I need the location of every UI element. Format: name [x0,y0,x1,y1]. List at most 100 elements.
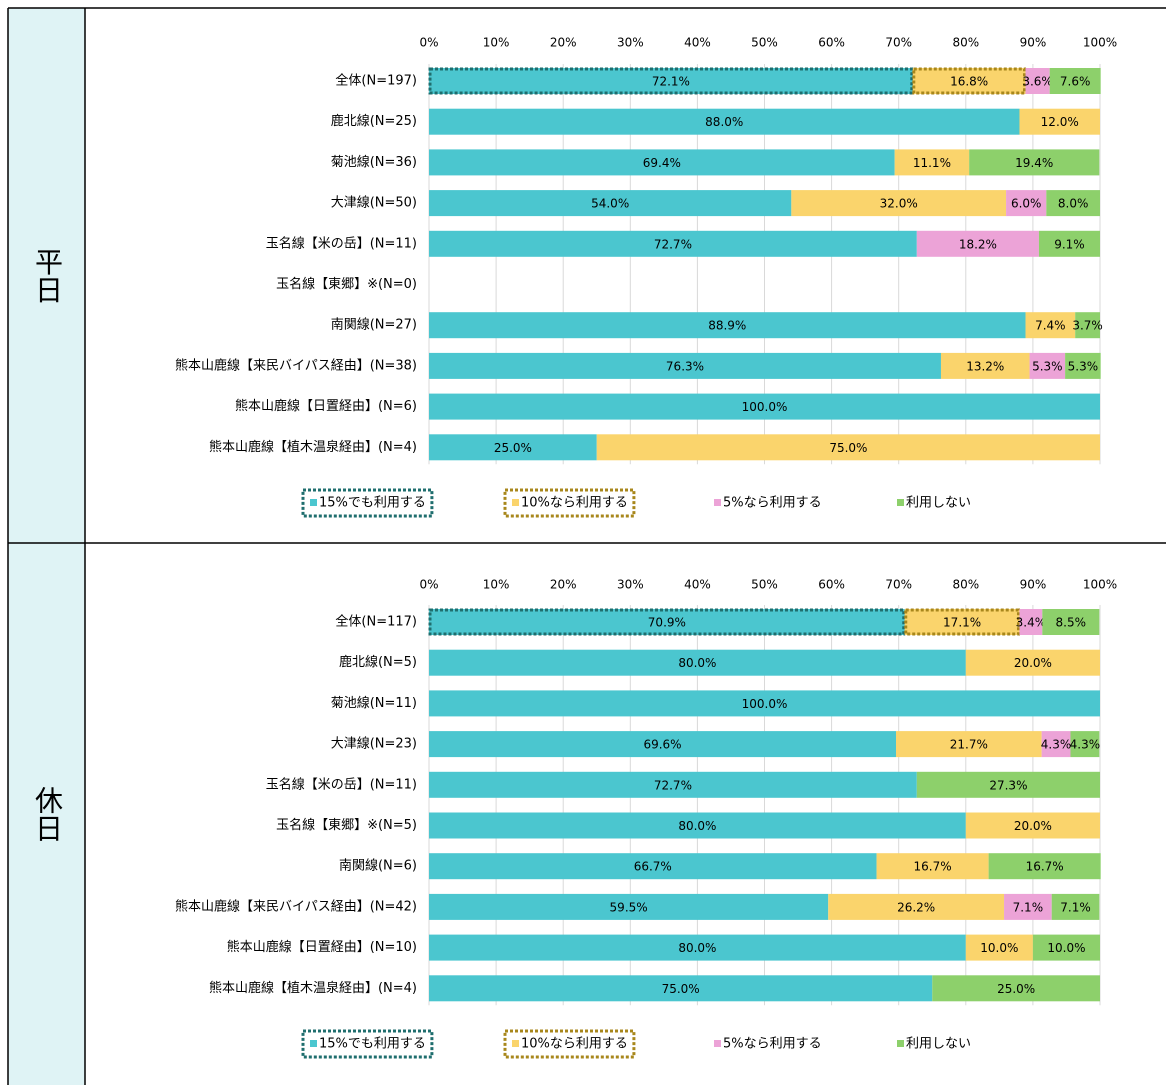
bar-segment [1029,352,1066,379]
x-tick-label: 80% [952,36,979,50]
category-label: 玉名線【米の岳】(N=11) [266,776,417,792]
value-label: 88.0% [705,115,743,129]
legend-label: 利用しない [906,1037,971,1052]
legend-label: 15%でも利用する [319,1037,426,1052]
category-label: 熊本山鹿線【植木温泉経由】(N=4) [209,439,417,455]
bar-segment [896,731,1042,758]
bar-segment [1019,609,1043,635]
value-label: 10.0% [1047,941,1085,955]
bar-segment [1075,312,1100,339]
value-label: 21.7% [950,738,988,752]
bar-segment [1019,108,1100,135]
bar-segment [1038,230,1100,257]
highlight-outline [904,608,1020,636]
legend-label: 5%なら利用する [723,496,822,511]
bar-segment [916,771,1100,798]
legend-swatch [310,1040,317,1047]
x-tick-label: 100% [1083,36,1117,50]
bar-segment [429,731,897,758]
value-label: 75.0% [829,441,867,455]
x-tick-label: 30% [617,578,644,592]
bar-segment [894,149,970,176]
panel-title: 平日 [31,248,64,304]
bar-segment [429,771,917,798]
value-label: 7.1% [1013,900,1044,914]
bar-segment [1046,190,1100,217]
bar-segment [988,853,1101,880]
value-label: 69.6% [643,738,681,752]
legend-label: 5%なら利用する [723,1037,822,1052]
x-tick-label: 50% [751,36,778,50]
value-label: 12.0% [1041,115,1079,129]
bar-segment [916,230,1039,257]
bar-segment [429,934,966,961]
legend-swatch [897,1040,904,1047]
value-label: 3.7% [1072,319,1103,333]
bar-segment [429,893,829,920]
bar-segment [969,149,1100,176]
bar-segment [429,393,1100,420]
value-label: 18.2% [959,237,997,251]
bar-segment [429,434,597,461]
value-label: 16.7% [1026,860,1064,874]
bar-segment [904,609,1020,635]
x-tick-label: 50% [751,578,778,592]
category-label: 玉名線【米の岳】(N=11) [266,235,417,251]
legend-label: 10%なら利用する [521,496,628,511]
value-label: 25.0% [494,441,532,455]
value-label: 75.0% [662,982,700,996]
highlight-outline [428,608,906,636]
value-label: 4.3% [1070,738,1101,752]
category-label: 南関線(N=6) [339,858,417,874]
bar-segment [1070,731,1100,758]
bar-segment [429,649,966,676]
category-label: 熊本山鹿線【来民バイパス経由】(N=38) [175,357,417,373]
bar-segment [429,975,933,1002]
value-label: 20.0% [1014,656,1052,670]
category-label: 熊本山鹿線【日置経由】(N=6) [235,398,417,414]
value-label: 59.5% [610,900,648,914]
x-tick-label: 90% [1020,36,1047,50]
value-label: 26.2% [897,900,935,914]
value-label: 72.1% [652,75,690,89]
category-label: 鹿北線(N=25) [331,113,417,129]
legend-outline [301,1029,434,1059]
bar-segment [940,352,1030,379]
bar-segment [429,190,792,217]
value-label: 13.2% [966,359,1004,373]
value-label: 8.5% [1056,616,1087,630]
value-label: 20.0% [1014,819,1052,833]
value-label: 5.3% [1032,359,1063,373]
value-label: 8.0% [1058,197,1089,211]
value-label: 10.0% [980,941,1018,955]
value-label: 7.4% [1035,319,1066,333]
value-label: 76.3% [666,359,704,373]
value-label: 72.7% [654,778,692,792]
value-label: 72.7% [654,237,692,251]
bar-segment [1051,893,1100,920]
x-tick-label: 100% [1083,578,1117,592]
legend-outline [503,488,636,518]
x-tick-label: 40% [684,578,711,592]
category-label: 玉名線【東郷】※(N=0) [276,276,417,292]
category-label: 全体(N=197) [335,73,417,89]
bar-segment [828,893,1005,920]
x-tick-label: 20% [550,578,577,592]
value-label: 3.6% [1022,75,1053,89]
value-label: 100.0% [742,697,788,711]
legend-swatch [714,499,721,506]
bar-segment [791,190,1007,217]
legend-label: 利用しない [906,496,971,511]
bar-segment [429,853,877,880]
bar-segment [429,149,895,176]
bar-segment [965,812,1100,839]
value-label: 11.1% [913,156,951,170]
bar-segment [429,108,1020,135]
value-label: 7.6% [1060,75,1091,89]
bar-segment [429,312,1026,339]
legend-outline [503,1029,636,1059]
bar-segment [429,609,905,635]
highlight-outline [912,67,1027,95]
value-label: 66.7% [634,860,672,874]
